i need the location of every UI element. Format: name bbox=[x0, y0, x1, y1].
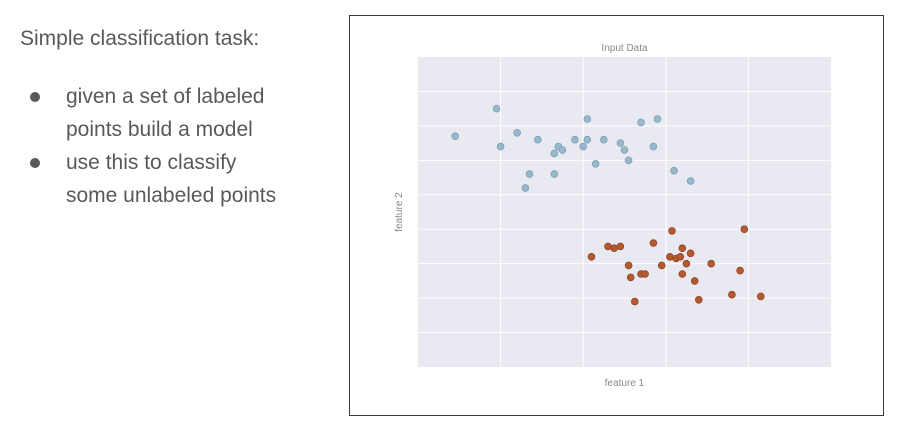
scatter-point-class-2 bbox=[694, 295, 703, 304]
scatter-point-class-1 bbox=[496, 142, 505, 151]
scatter-point-class-1 bbox=[550, 149, 559, 158]
scatter-point-class-2 bbox=[649, 239, 658, 247]
bullet-line: use this to classify bbox=[66, 151, 237, 174]
scatter-point-class-2 bbox=[686, 249, 695, 258]
scatter-point-class-2 bbox=[624, 261, 633, 270]
scatter-point-class-2 bbox=[587, 253, 596, 261]
scatter-point-class-1 bbox=[521, 184, 530, 192]
bullet-list: given a set of labeled points build a mo… bbox=[20, 80, 340, 212]
grid-lines bbox=[418, 57, 831, 367]
scatter-point-class-1 bbox=[591, 160, 600, 168]
scatter-point-class-2 bbox=[626, 273, 635, 282]
data-points bbox=[451, 104, 765, 306]
slide-text: Simple classification task: given a set … bbox=[20, 24, 340, 212]
scatter-point-class-1 bbox=[616, 139, 625, 147]
scatter-point-class-1 bbox=[550, 170, 559, 178]
scatter-point-class-2 bbox=[678, 244, 687, 253]
scatter-point-class-2 bbox=[740, 225, 749, 234]
scatter-point-class-2 bbox=[657, 261, 666, 270]
scatter-point-class-2 bbox=[668, 227, 676, 235]
bullet-line: given a set of labeled bbox=[66, 85, 265, 108]
scatter-point-class-2 bbox=[610, 244, 619, 253]
scatter-point-class-1 bbox=[451, 132, 459, 140]
y-axis-label: feature 2 bbox=[394, 192, 405, 232]
scatter-point-class-1 bbox=[513, 129, 521, 137]
scatter-point-class-1 bbox=[583, 115, 592, 123]
scatter-point-class-2 bbox=[630, 297, 639, 306]
scatter-point-class-1 bbox=[686, 177, 695, 185]
bullet-line: points build a model bbox=[66, 118, 253, 141]
scatter-point-class-1 bbox=[579, 142, 588, 151]
scatter-point-class-2 bbox=[604, 242, 612, 251]
scatter-point-class-1 bbox=[571, 135, 579, 144]
scatter-point-class-2 bbox=[641, 270, 649, 278]
scatter-point-class-1 bbox=[637, 118, 645, 127]
scatter-chart: Input Data feature 1 feature 2 bbox=[394, 43, 831, 389]
scatter-point-class-2 bbox=[756, 292, 765, 301]
scatter-point-class-2 bbox=[682, 259, 691, 268]
scatter-point-class-2 bbox=[707, 259, 716, 268]
scatter-point-class-1 bbox=[624, 156, 633, 165]
scatter-point-class-1 bbox=[525, 170, 534, 178]
bullet-dot-icon bbox=[30, 158, 40, 168]
bullet-item: given a set of labeled points build a mo… bbox=[20, 80, 340, 146]
scatter-point-class-2 bbox=[736, 266, 744, 275]
scatter-point-class-2 bbox=[678, 270, 687, 278]
scatter-point-class-1 bbox=[583, 135, 592, 144]
scatter-point-class-2 bbox=[728, 290, 736, 299]
scatter-point-class-2 bbox=[676, 253, 685, 261]
x-axis-label: feature 1 bbox=[605, 378, 645, 389]
scatter-point-class-1 bbox=[620, 146, 629, 154]
scatter-point-class-2 bbox=[616, 242, 625, 251]
slide-heading: Simple classification task: bbox=[20, 27, 260, 50]
scatter-point-class-1 bbox=[670, 166, 678, 175]
plot-area bbox=[418, 57, 831, 367]
scatter-point-class-1 bbox=[558, 146, 567, 154]
scatter-point-class-1 bbox=[600, 135, 608, 144]
bullet-dot-icon bbox=[30, 92, 40, 102]
scatter-point-class-1 bbox=[649, 142, 658, 151]
chart-title: Input Data bbox=[601, 43, 648, 54]
scatter-point-class-2 bbox=[666, 253, 674, 261]
bullet-item: use this to classify some unlabeled poin… bbox=[20, 146, 340, 212]
scatter-point-class-1 bbox=[653, 115, 662, 123]
scatter-point-class-2 bbox=[690, 277, 699, 285]
scatter-point-class-1 bbox=[492, 104, 501, 113]
chart-figure: Input Data feature 1 feature 2 bbox=[349, 15, 884, 416]
bullet-line: some unlabeled points bbox=[66, 184, 277, 207]
scatter-point-class-1 bbox=[534, 135, 542, 144]
